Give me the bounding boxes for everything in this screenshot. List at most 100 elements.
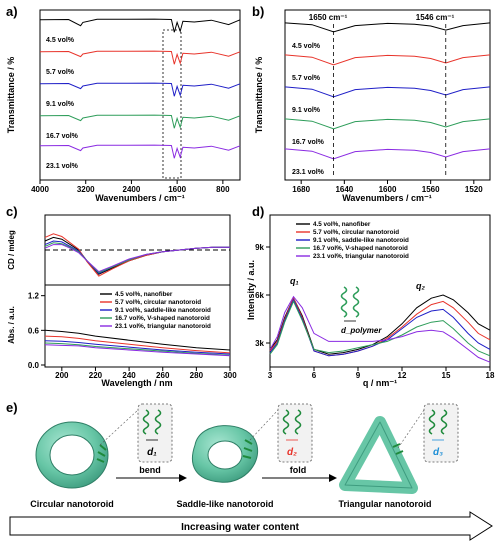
panel-b-xtick-label: 1680: [292, 185, 310, 194]
panel-b-frame: [284, 9, 491, 181]
panel-b-series-label: 5.7 vol%: [292, 75, 321, 82]
panel-a-frame: [39, 9, 241, 181]
panel-a-series-label: 5.7 vol%: [46, 69, 75, 76]
panel-d-series-line: [269, 300, 491, 357]
panel-c-cd-line: [44, 233, 230, 277]
panel-label-b: b): [252, 4, 264, 19]
panel-a-xtick-label: 2400: [123, 185, 141, 194]
panel-c-xlabel: Wavelength / nm: [101, 378, 172, 388]
panel-c-top-ylabel: CD / mdeg: [7, 230, 16, 270]
panel-b-xtick-label: 1560: [422, 185, 440, 194]
panel-d-xtick-label: 6: [312, 371, 317, 380]
panel-d-q1-label: q₁: [290, 276, 299, 286]
panel-c-ytick-label: 1.2: [28, 292, 40, 301]
panel-b-series-line: [284, 54, 491, 66]
panel-c-cd-line: [44, 244, 230, 273]
increasing-water-label: Increasing water content: [181, 522, 299, 533]
panel-d-series-line: [269, 298, 491, 357]
panel-b-xtick-label: 1520: [465, 185, 483, 194]
panel-d-legend-label: 5.7 vol%, circular nanotoroid: [313, 229, 399, 236]
panel-c-abs-line: [44, 342, 231, 356]
panel-a-xtick-label: 800: [216, 185, 230, 194]
panel-a-series-line: [39, 114, 241, 129]
panel-b-series-label: 9.1 vol%: [292, 107, 321, 114]
panel-d-q2-label: q₂: [416, 281, 425, 291]
triangular-toroid-illustration: [339, 416, 418, 494]
panel-b-series-label: 23.1 vol%: [292, 169, 325, 176]
panel-label-e: e): [6, 400, 18, 415]
panel-c-ytick-label: 0.0: [28, 361, 40, 370]
panel-c-xtick-label: 260: [156, 371, 170, 380]
panel-a-series-line: [39, 82, 241, 97]
panel-c-abs-line: [44, 335, 231, 354]
panel-d-xtick-label: 9: [356, 371, 361, 380]
panel-b-ir-zoom: 1680 1640 1600 1560 1520 4.5 vol% 5.7 vol% 9.1…: [254, 9, 491, 203]
panel-a-ylabel: Transmittance / %: [6, 57, 16, 134]
panel-d-xlabel: q / nm⁻¹: [363, 378, 397, 388]
panel-d-dpolymer-label: d_polymer: [341, 326, 382, 335]
spacing-label-d2: d₂: [287, 447, 297, 458]
panel-a-xtick-label: 4000: [31, 185, 49, 194]
panel-a-series-line: [39, 18, 241, 33]
increasing-water-arrow: [9, 511, 493, 541]
panel-d-xtick-label: 18: [486, 371, 495, 380]
panel-a-series-label: 23.1 vol%: [46, 163, 79, 170]
panel-c-abs-line: [44, 340, 231, 355]
panel-label-a: a): [6, 4, 18, 19]
panel-e-schematic: d₁ d₂ d₃ bend fold Circular nanotoroid S…: [9, 403, 493, 541]
panel-b-ylabel: Transmittance / %: [254, 57, 264, 134]
panel-d-xtick-label: 15: [442, 371, 451, 380]
panel-a-series-label: 9.1 vol%: [46, 101, 75, 108]
panel-b-xlabel: Wavenumbers / cm⁻¹: [342, 193, 431, 203]
panel-d-series-line: [269, 295, 491, 363]
panel-b-xtick-label: 1640: [335, 185, 353, 194]
panel-c-xtick-label: 220: [89, 371, 103, 380]
panel-b-annotation-1546: 1546 cm⁻¹: [416, 13, 455, 22]
panel-d-legend-label: 23.1 vol%, triangular nanotoroid: [313, 253, 409, 260]
panel-c-ytick-label: 0.6: [28, 326, 40, 335]
label-triangular-nanotoroid: Triangular nanotoroid: [338, 499, 431, 509]
panel-label-d: d): [252, 204, 264, 219]
panel-b-series-line: [284, 22, 491, 33]
panel-b-xtick-label: 1600: [379, 185, 397, 194]
panel-b-series-label: 4.5 vol%: [292, 43, 321, 50]
panel-c-xtick-label: 200: [55, 371, 69, 380]
circular-toroid-illustration: [35, 421, 109, 489]
panel-c-frame: [44, 214, 231, 368]
panel-d-helix-icon: [340, 286, 360, 322]
inset-box-d1: [99, 403, 173, 463]
panel-b-series-line: [284, 118, 491, 130]
panel-c-legend-label: 23.1 vol%, triangular nanotoroid: [115, 323, 211, 330]
panel-c-legend-label: 9.1 vol%, saddle-like nanotoroid: [115, 307, 211, 314]
panel-c-bottom-ylabel: Abs. / a.u.: [7, 306, 16, 344]
panel-c-xtick-label: 280: [190, 371, 204, 380]
panel-a-series-line: [39, 144, 241, 159]
panel-label-c: c): [6, 204, 18, 219]
label-saddle-nanotoroid: Saddle-like nanotoroid: [176, 499, 273, 509]
panel-d-ytick-label: 9k: [255, 243, 264, 252]
panel-a-series-line: [39, 50, 241, 65]
panel-b-series-label: 16.7 vol%: [292, 139, 325, 146]
panel-b-series-line: [284, 86, 491, 98]
panel-d-legend-label: 9.1 vol%, saddle-like nanotoroid: [313, 237, 409, 244]
panel-a-xtick-label: 3200: [77, 185, 95, 194]
step-label-bend: bend: [139, 465, 161, 475]
panel-a-series-label: 16.7 vol%: [46, 133, 79, 140]
panel-d-legend-label: 16.7 vol%, V-shaped nanotoroid: [313, 245, 408, 252]
panel-c-xtick-label: 300: [223, 371, 237, 380]
panel-d-xtick-label: 12: [398, 371, 407, 380]
panel-d-frame: [269, 214, 491, 368]
panel-a-xtick-label: 1600: [168, 185, 186, 194]
panel-c-xtick-label: 240: [122, 371, 136, 380]
panel-c-legend-label: 4.5 vol%, nanofiber: [115, 291, 173, 298]
panel-c-legend-label: 5.7 vol%, circular nanotoroid: [115, 299, 201, 306]
panel-d-legend-label: 4.5 vol%, nanofiber: [313, 221, 371, 228]
panel-d-ylabel: Intensity / a.u.: [246, 260, 256, 320]
panel-c-cd-abs: 200 220 240 260 280 300 0.0 0.6 1.2 4.5 vol%, na…: [7, 214, 237, 388]
label-circular-nanotoroid: Circular nanotoroid: [30, 499, 114, 509]
panel-c-cd-line: [44, 236, 230, 275]
panel-b-series-line: [284, 148, 491, 160]
spacing-label-d3: d₃: [433, 447, 443, 458]
